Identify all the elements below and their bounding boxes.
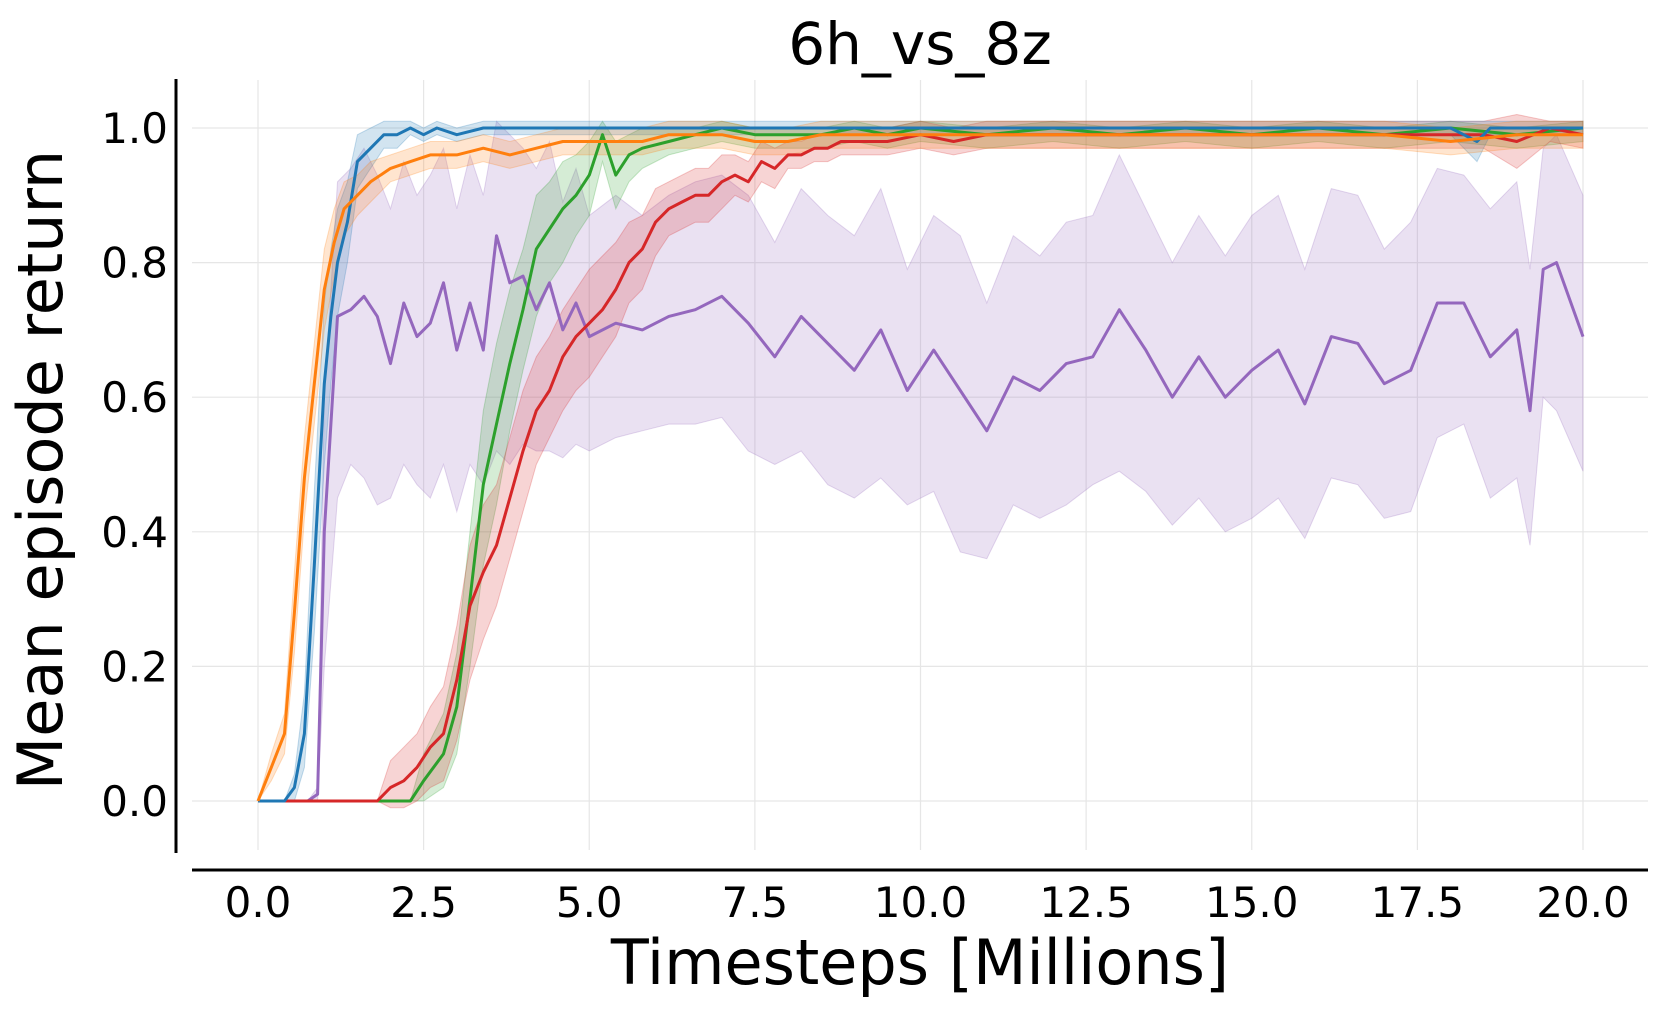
- y-tick-label: 0.6: [101, 373, 168, 422]
- y-tick-label: 0.0: [101, 777, 168, 826]
- x-tick-label: 10.0: [874, 878, 968, 927]
- series-line-0: [258, 234, 1585, 803]
- y-axis-label: Mean episode return: [4, 150, 77, 790]
- x-tick-label: 7.5: [721, 878, 788, 927]
- y-tick-label: 0.4: [101, 508, 168, 557]
- series-lines: [256, 126, 1585, 803]
- chart-title: 6h_vs_8z: [788, 10, 1052, 78]
- series-band-1: [258, 120, 1584, 802]
- series-line-1: [258, 126, 1584, 803]
- x-tick-label: 2.5: [390, 878, 457, 927]
- y-tick-label: 0.2: [101, 642, 168, 691]
- x-tick-label: 15.0: [1205, 878, 1299, 927]
- x-tick-labels: 0.0 2.5 5.0 7.5 10.0 12.5 15.0 17.5 20.0: [225, 878, 1630, 927]
- x-tick-label: 5.0: [556, 878, 623, 927]
- y-tick-label: 0.8: [101, 239, 168, 288]
- x-tick-label: 0.0: [225, 878, 292, 927]
- axes: [174, 79, 1648, 872]
- grid-lines: [192, 80, 1648, 850]
- x-tick-label: 12.5: [1039, 878, 1133, 927]
- y-tick-labels: 0.0 0.2 0.4 0.6 0.8 1.0: [101, 104, 168, 826]
- x-tick-label: 17.5: [1371, 878, 1465, 927]
- x-axis-label: Timesteps [Millions]: [610, 926, 1229, 999]
- y-tick-label: 1.0: [101, 104, 168, 153]
- series-line-4: [256, 133, 1583, 802]
- x-tick-label: 20.0: [1536, 878, 1630, 927]
- series-line-3: [258, 126, 1583, 803]
